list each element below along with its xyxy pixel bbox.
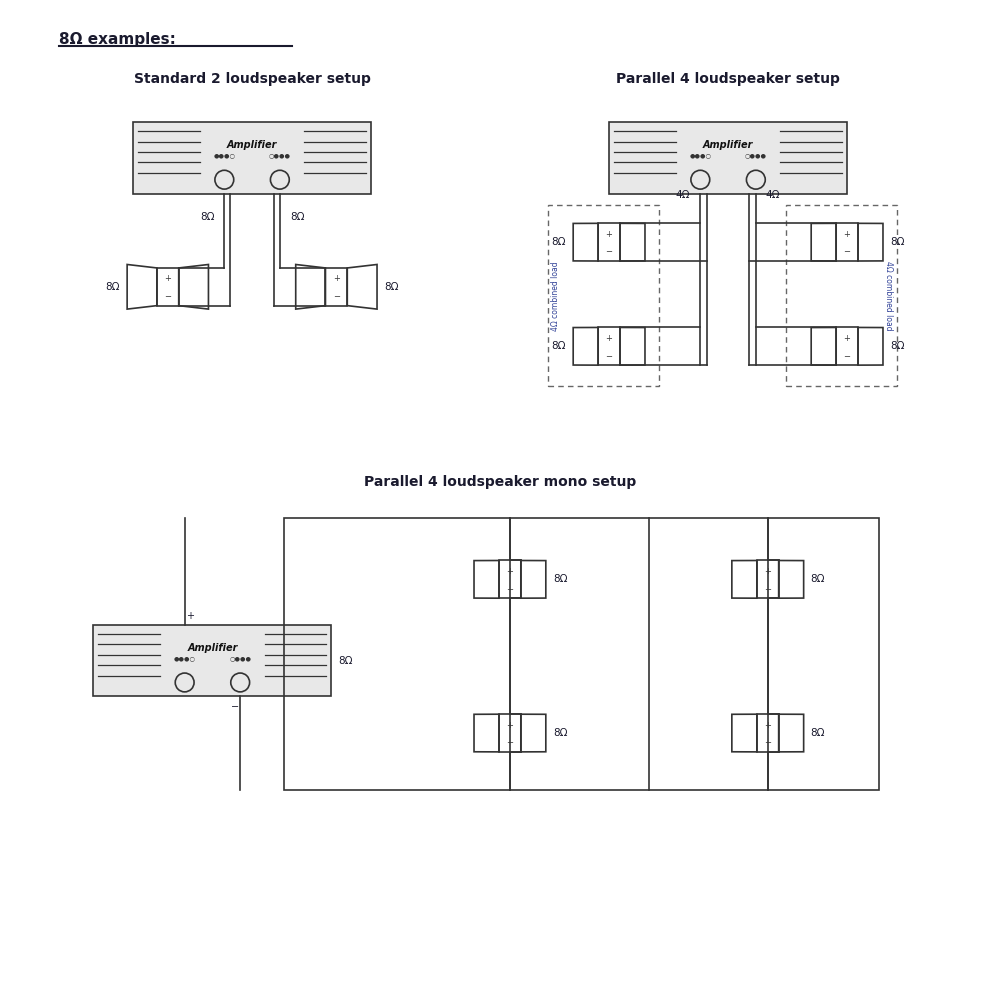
Text: +: + — [186, 611, 194, 621]
Text: 8Ω: 8Ω — [553, 574, 567, 584]
Text: +: + — [606, 334, 613, 343]
Text: Amplifier: Amplifier — [703, 140, 753, 150]
Text: 8Ω: 8Ω — [384, 282, 398, 292]
Text: 4Ω: 4Ω — [676, 190, 690, 200]
Text: ○●●●: ○●●● — [229, 656, 251, 661]
Text: +: + — [844, 334, 851, 343]
Bar — [836, 223, 858, 261]
Text: −: − — [231, 702, 239, 712]
Text: −: − — [764, 585, 771, 594]
Text: −: − — [764, 738, 771, 747]
Text: Parallel 4 loudspeaker mono setup: Parallel 4 loudspeaker mono setup — [364, 475, 636, 489]
Text: +: + — [606, 230, 613, 239]
Text: 8Ω: 8Ω — [890, 237, 904, 247]
Text: −: − — [506, 738, 513, 747]
Bar — [93, 625, 331, 696]
Text: +: + — [164, 274, 171, 283]
Text: 8Ω: 8Ω — [553, 728, 567, 738]
Bar — [157, 268, 179, 306]
Bar — [598, 327, 620, 365]
Text: ○●●●: ○●●● — [269, 153, 291, 158]
Bar — [757, 714, 779, 752]
Text: 8Ω: 8Ω — [200, 212, 214, 222]
Bar — [757, 560, 779, 598]
Text: 8Ω: 8Ω — [552, 237, 566, 247]
Text: −: − — [606, 352, 613, 361]
Text: 8Ω: 8Ω — [890, 341, 904, 351]
Bar — [786, 205, 897, 386]
Text: 4Ω combined load: 4Ω combined load — [551, 261, 560, 331]
Text: 4Ω combined load: 4Ω combined load — [884, 261, 893, 331]
Text: +: + — [844, 230, 851, 239]
Text: 8Ω: 8Ω — [338, 656, 353, 666]
Text: 8Ω examples:: 8Ω examples: — [59, 32, 176, 47]
Text: 8Ω: 8Ω — [290, 212, 304, 222]
Text: 4Ω: 4Ω — [766, 190, 780, 200]
Bar — [499, 560, 521, 598]
Bar — [548, 205, 659, 386]
Bar — [598, 223, 620, 261]
Text: −: − — [844, 248, 851, 257]
Text: ●●●○: ●●●○ — [689, 153, 711, 158]
Text: 8Ω: 8Ω — [106, 282, 120, 292]
Text: −: − — [333, 292, 340, 301]
Text: +: + — [506, 721, 513, 730]
Text: ●●●○: ●●●○ — [174, 656, 196, 661]
Text: Amplifier: Amplifier — [227, 140, 277, 150]
Text: +: + — [764, 721, 771, 730]
Text: ●●●○: ●●●○ — [213, 153, 235, 158]
Text: 8Ω: 8Ω — [811, 574, 825, 584]
Text: 8Ω: 8Ω — [811, 728, 825, 738]
Bar — [133, 122, 371, 194]
Bar — [325, 268, 347, 306]
Text: +: + — [764, 567, 771, 576]
Text: −: − — [164, 292, 171, 301]
Bar — [836, 327, 858, 365]
Bar — [499, 714, 521, 752]
Text: +: + — [333, 274, 340, 283]
Text: Parallel 4 loudspeaker setup: Parallel 4 loudspeaker setup — [616, 72, 840, 86]
Text: Amplifier: Amplifier — [187, 643, 238, 653]
Text: −: − — [606, 248, 613, 257]
Bar — [609, 122, 847, 194]
Text: 8Ω: 8Ω — [552, 341, 566, 351]
Text: −: − — [844, 352, 851, 361]
Text: Standard 2 loudspeaker setup: Standard 2 loudspeaker setup — [134, 72, 371, 86]
Text: +: + — [506, 567, 513, 576]
Text: −: − — [506, 585, 513, 594]
Text: ○●●●: ○●●● — [745, 153, 767, 158]
Bar — [284, 518, 879, 790]
